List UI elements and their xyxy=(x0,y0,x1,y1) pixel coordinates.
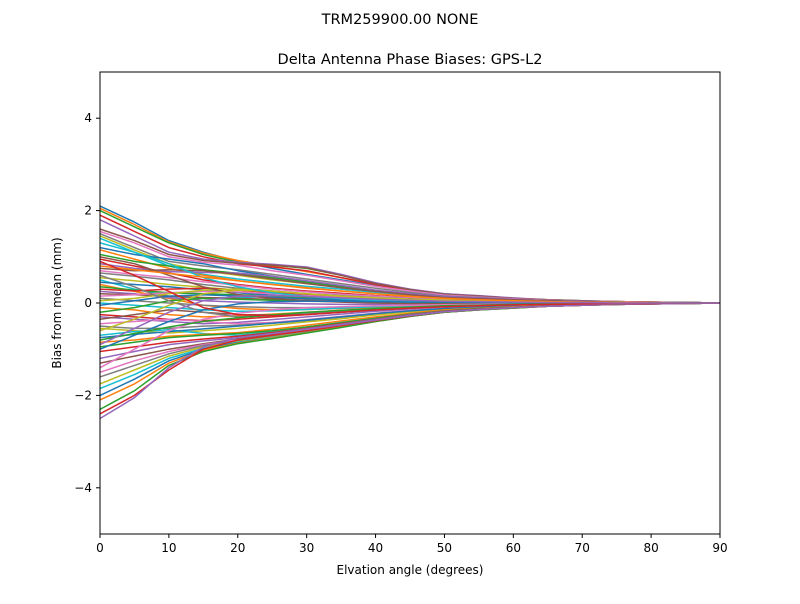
y-tick-label: −2 xyxy=(74,388,92,402)
series-line xyxy=(100,302,720,420)
x-tick-label: 90 xyxy=(712,541,727,555)
x-axis: 0 10 20 30 40 50 60 70 80 90 xyxy=(96,534,728,555)
y-tick-label: −4 xyxy=(74,481,92,495)
x-tick-label: 50 xyxy=(437,541,452,555)
x-axis-label: Elvation angle (degrees) xyxy=(337,563,484,577)
plot-area xyxy=(99,71,721,535)
figure-suptitle: TRM259900.00 NONE xyxy=(321,12,479,28)
x-tick-label: 30 xyxy=(299,541,314,555)
x-tick-label: 80 xyxy=(643,541,658,555)
y-tick-label: 0 xyxy=(84,296,92,310)
x-tick-label: 0 xyxy=(96,541,104,555)
series-group xyxy=(100,205,720,420)
x-tick-label: 70 xyxy=(575,541,590,555)
x-tick-label: 20 xyxy=(230,541,245,555)
y-tick-label: 2 xyxy=(84,204,92,218)
y-axis-label: Bias from mean (mm) xyxy=(50,237,64,368)
chart-title: Delta Antenna Phase Biases: GPS-L2 xyxy=(278,52,543,68)
series-line xyxy=(100,294,720,346)
y-tick-label: 4 xyxy=(84,111,92,125)
x-tick-label: 60 xyxy=(506,541,521,555)
y-axis: −4 −2 0 2 4 xyxy=(74,111,100,495)
x-tick-label: 40 xyxy=(368,541,383,555)
x-tick-label: 10 xyxy=(161,541,176,555)
